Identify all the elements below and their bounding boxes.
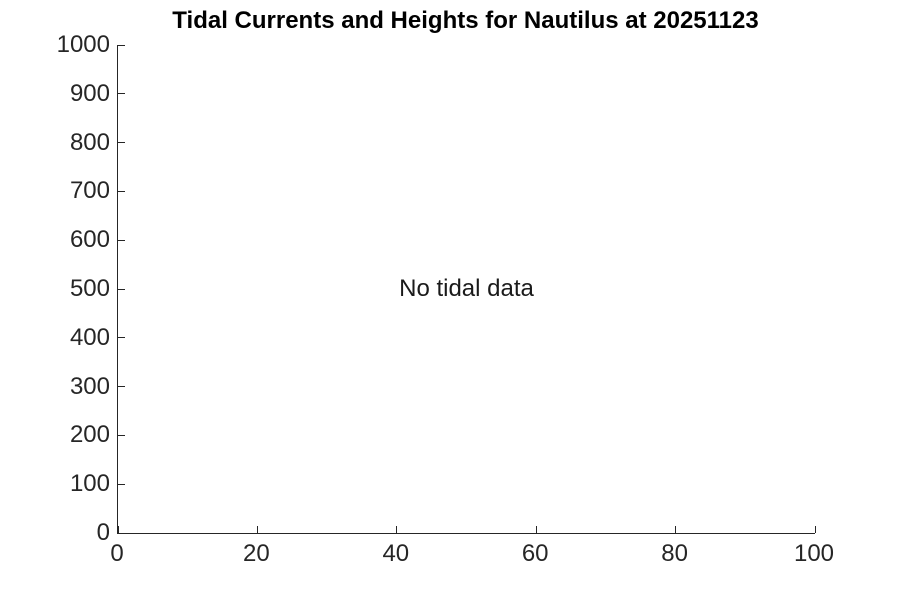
axes: No tidal data	[117, 44, 816, 534]
y-tick	[118, 386, 125, 388]
x-tick-label: 40	[382, 540, 410, 567]
y-tick-label: 100	[69, 470, 110, 498]
x-tick-label: 80	[661, 540, 688, 567]
x-tick-label: 20	[243, 540, 270, 567]
y-tick	[118, 190, 125, 192]
y-tick	[118, 44, 125, 46]
y-tick	[118, 337, 125, 339]
y-tick	[118, 142, 125, 144]
y-tick	[118, 288, 125, 290]
y-tick	[118, 93, 125, 95]
y-tick	[118, 434, 125, 436]
y-tick-label: 800	[69, 128, 110, 156]
x-tick-label: 60	[521, 540, 549, 567]
x-tick-label: 0	[110, 540, 124, 567]
x-tick	[396, 526, 398, 533]
y-tick-label: 0	[96, 519, 110, 546]
y-tick-label: 600	[69, 226, 110, 254]
chart-title: Tidal Currents and Heights for Nautilus …	[172, 7, 759, 34]
y-tick-label: 300	[69, 372, 110, 400]
x-tick	[535, 526, 537, 533]
x-tick	[256, 526, 258, 533]
x-tick-label: 100	[793, 540, 835, 567]
y-tick	[118, 239, 125, 241]
x-tick	[117, 526, 119, 533]
y-tick	[118, 483, 125, 485]
y-tick-label: 700	[69, 177, 110, 205]
y-tick-label: 900	[69, 79, 110, 107]
no-data-message: No tidal data	[399, 275, 534, 302]
y-tick-label: 200	[69, 421, 110, 449]
x-tick	[814, 526, 816, 533]
y-tick-label: 1000	[56, 31, 110, 58]
x-tick	[675, 526, 677, 533]
y-tick-label: 400	[69, 323, 110, 351]
y-tick-label: 500	[69, 275, 110, 302]
y-tick	[118, 532, 125, 534]
